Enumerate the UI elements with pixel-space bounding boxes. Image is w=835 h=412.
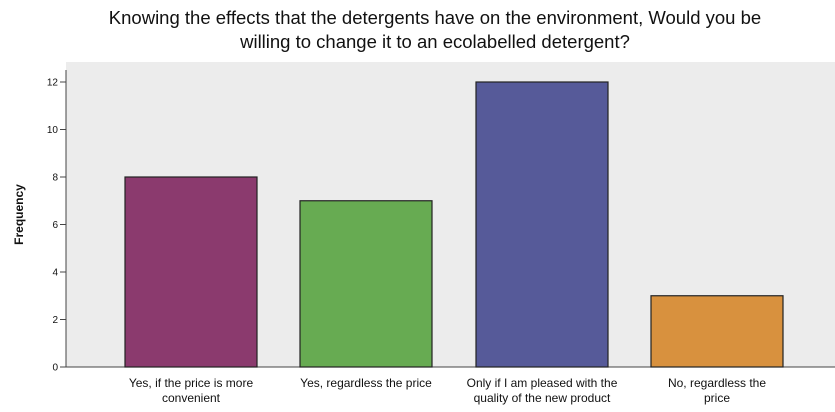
x-tick-label: Only if I am pleased with the xyxy=(467,376,618,390)
y-tick-label: 4 xyxy=(52,268,58,279)
y-tick-label: 10 xyxy=(47,125,59,136)
y-tick-label: 0 xyxy=(52,363,58,374)
x-tick-label: Yes, regardless the price xyxy=(300,376,432,390)
chart-title-line-2: willing to change it to an ecolabelled d… xyxy=(240,31,630,52)
chart-title-line-1: Knowing the effects that the detergents … xyxy=(108,7,762,28)
x-tick-label: Yes, if the price is more xyxy=(129,376,254,390)
bar xyxy=(124,176,258,368)
chart-title: Knowing the effects that the detergents … xyxy=(20,6,835,54)
y-tick-label: 12 xyxy=(47,78,59,89)
bar xyxy=(650,295,784,368)
y-tick-label: 6 xyxy=(52,220,58,231)
bar xyxy=(475,81,609,368)
bar xyxy=(299,200,433,368)
x-tick-label: price xyxy=(704,391,730,405)
y-tick-label: 2 xyxy=(52,315,58,326)
y-tick-label: 8 xyxy=(52,173,58,184)
x-tick-label: No, regardless the xyxy=(668,376,766,390)
y-axis-label: Frequency xyxy=(12,184,26,245)
x-tick-label: convenient xyxy=(162,391,221,405)
x-tick-label: quality of the new product xyxy=(474,391,611,405)
